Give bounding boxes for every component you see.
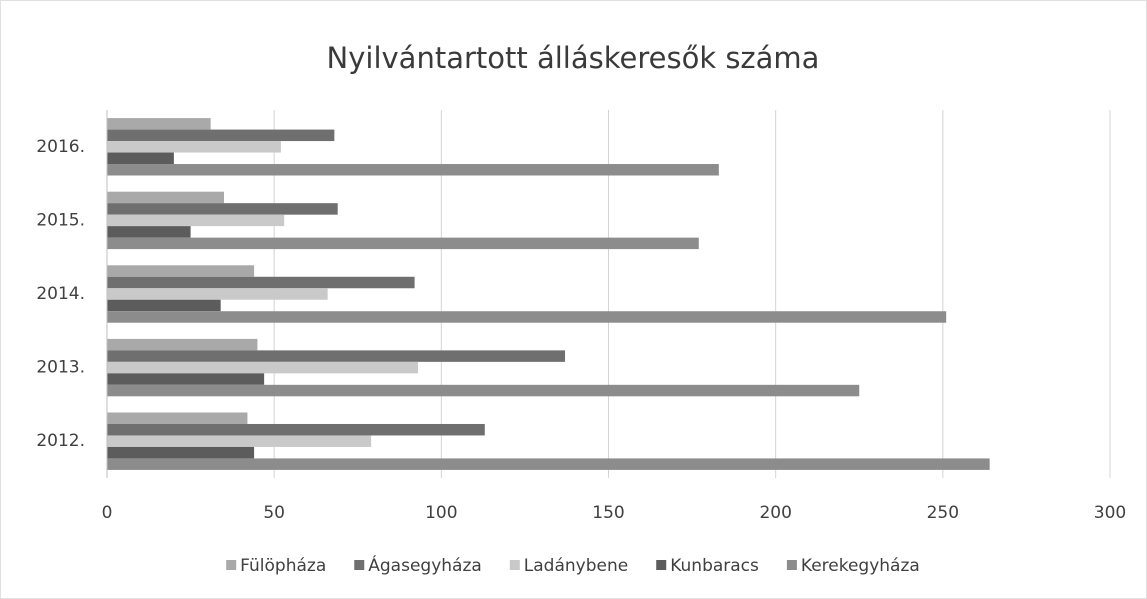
bar [107,458,990,470]
bar [107,237,699,250]
x-tick-label: 100 [425,503,457,523]
legend-label: Fülöpháza [240,556,326,576]
x-tick-label: 250 [927,503,959,523]
legend-label: Ágasegyháza [368,554,482,576]
bar [107,373,265,385]
bar [107,435,372,447]
y-tick-label: 2014. [36,284,85,304]
x-tick-label: 0 [102,503,113,523]
legend-swatch [354,560,365,570]
bar [107,384,860,397]
x-tick-label: 150 [592,503,624,523]
bar [107,299,221,312]
legend-swatch [656,560,667,570]
x-tick-label: 50 [263,503,285,523]
chart-title: Nyilvántartott álláskeresők száma [327,41,820,75]
bar [107,288,328,300]
bar [107,141,281,153]
legend-label: Kerekegyháza [801,556,920,576]
y-tick-label: 2012. [36,431,85,451]
bar [107,338,258,351]
legend-swatch [786,560,797,570]
bar [107,350,566,362]
bar [107,423,485,436]
x-tick-label: 200 [759,503,791,523]
bar [107,276,415,289]
bar [107,214,285,227]
bar [107,129,335,142]
bar [107,311,947,323]
bar [107,164,719,176]
bar [107,226,191,238]
y-tick-label: 2013. [36,358,85,378]
y-tick-label: 2016. [36,137,85,157]
legend-swatch [226,560,237,570]
legend-label: Ladánybene [524,556,628,576]
x-tick-label: 300 [1094,503,1126,523]
bar [107,446,255,459]
bar [107,203,338,215]
bar [107,412,248,424]
bar [107,361,418,374]
y-tick-label: 2015. [36,210,85,230]
legend-swatch [509,560,520,570]
bar [107,265,255,277]
bar [107,191,225,204]
legend-label: Kunbaracs [670,556,759,576]
bar [107,118,211,130]
bar [107,152,174,165]
